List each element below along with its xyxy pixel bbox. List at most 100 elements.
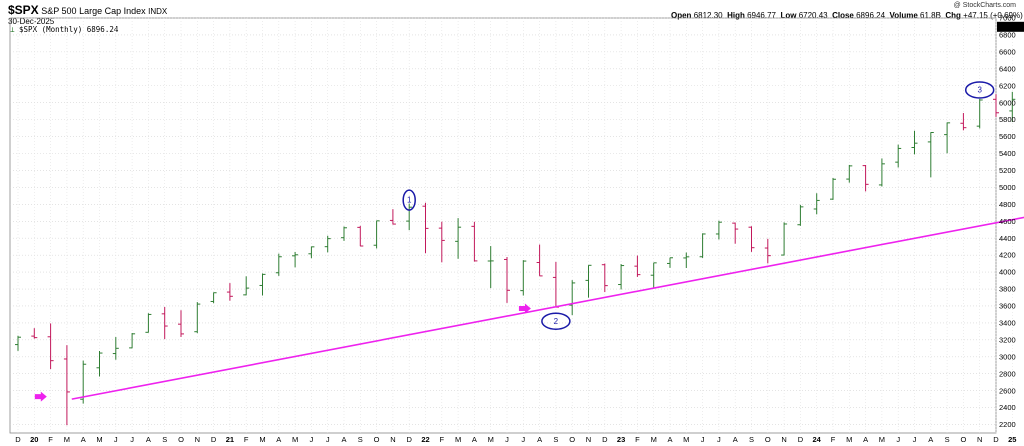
y-tick-label: 2200 <box>999 420 1016 429</box>
ohlc-bar <box>96 351 103 377</box>
y-tick-label: 4400 <box>999 234 1016 243</box>
exchange: INDX <box>148 7 168 16</box>
y-tick-label: 5400 <box>999 149 1016 158</box>
ohlc-bar <box>927 132 934 178</box>
ohlc-bar <box>243 276 250 296</box>
ohlc-bar <box>324 235 331 253</box>
ohlc-bar <box>895 144 902 168</box>
y-tick-label: 4800 <box>999 200 1016 209</box>
wave-number: 3 <box>977 86 982 95</box>
ohlc-bar <box>552 261 559 308</box>
x-tick-label: A <box>863 435 868 444</box>
ohlc-bar <box>422 202 429 254</box>
ohlc-bar <box>341 226 347 241</box>
y-tick-label: 2400 <box>999 403 1016 412</box>
last-price-box <box>997 21 1024 32</box>
ohlc-bar <box>683 252 690 269</box>
open-label: Open <box>671 11 692 20</box>
ohlc-bar <box>618 264 625 290</box>
ohlc-bar <box>178 310 184 337</box>
x-tick-label: O <box>765 435 771 444</box>
ohlc-bar <box>797 204 804 226</box>
ohlc-bar <box>911 130 918 155</box>
x-tick-label: O <box>960 435 966 444</box>
ohlc-bar <box>455 218 462 259</box>
ohlc-bar <box>878 158 885 187</box>
ohlc-bar <box>993 94 999 117</box>
ohlc-bar <box>650 262 657 289</box>
x-tick-label: N <box>390 435 395 444</box>
y-tick-label: 6800 <box>999 31 1016 40</box>
x-tick-label: J <box>505 435 509 444</box>
ohlc-bar <box>732 222 739 244</box>
plot-frame <box>9 17 997 434</box>
wave-circle <box>964 81 995 99</box>
ohlc-bar <box>259 273 266 296</box>
x-tick-label: D <box>798 435 804 444</box>
ohlc-bar <box>210 292 217 304</box>
ohlc-bar <box>63 345 70 426</box>
x-tick-label: O <box>178 435 184 444</box>
y-tick-label: 3000 <box>999 352 1016 361</box>
ohlc-bar <box>944 122 951 154</box>
ohlc-bar <box>194 302 201 334</box>
wave-circle <box>402 189 416 211</box>
arrow-right-icon <box>34 391 47 402</box>
ohlc-bar <box>667 257 673 268</box>
ohlc-bar <box>47 323 54 370</box>
y-tick-label: 5200 <box>999 166 1016 175</box>
ohlc-bar <box>15 335 21 351</box>
x-tick-label: D <box>406 435 412 444</box>
trendline-layer <box>71 216 1024 400</box>
ohlc-bar <box>781 222 788 256</box>
chg-label: Chg <box>945 11 961 20</box>
x-tick-label: A <box>81 435 86 444</box>
x-tick-label: N <box>977 435 982 444</box>
x-tick-label: 20 <box>30 435 38 444</box>
volume-label: Volume <box>889 11 918 20</box>
x-tick-label: 21 <box>226 435 234 444</box>
ohlc-bar <box>748 226 755 252</box>
y-tick-label: 4200 <box>999 251 1016 260</box>
ohlc-bar <box>112 337 119 360</box>
x-tick-label: O <box>374 435 380 444</box>
open-value: 6812.30 <box>693 11 723 20</box>
y-axis: 2200 2400 2600 2800 3000 3200 3400 3600 3800 4000… <box>997 14 1024 429</box>
legend-series-icon: ⊥ <box>10 25 15 34</box>
x-tick-label: N <box>195 435 200 444</box>
x-tick-label: A <box>341 435 346 444</box>
ohlc-bar <box>813 193 820 215</box>
trendline <box>71 216 1024 400</box>
y-tick-label: 4600 <box>999 217 1016 226</box>
y-tick-label: 5600 <box>999 132 1016 141</box>
close-label: Close <box>832 11 854 20</box>
y-tick-label: 2800 <box>999 369 1016 378</box>
high-label: High <box>727 11 745 20</box>
x-tick-label: N <box>586 435 591 444</box>
symbol: $SPX <box>8 3 39 17</box>
low-label: Low <box>780 11 797 20</box>
ohlc-bar <box>960 113 967 131</box>
x-tick-label: A <box>276 435 281 444</box>
x-tick-label: 25 <box>1008 435 1016 444</box>
ohlc-bar <box>487 246 494 289</box>
ohlc-bars <box>15 91 1016 426</box>
x-tick-label: J <box>130 435 134 444</box>
x-axis: D 20 F M A M J J A S O N D 21 F M A M J J A S O N D 22 F M A M J J A S O N D… <box>15 435 1016 444</box>
y-tick-label: 6400 <box>999 64 1016 73</box>
x-tick-label: A <box>537 435 542 444</box>
high-value: 6946.77 <box>747 11 776 20</box>
wave-circle <box>541 312 571 330</box>
x-tick-label: 24 <box>813 435 822 444</box>
ohlc-bar <box>226 283 233 301</box>
x-tick-label: 23 <box>617 435 625 444</box>
ohlc-bar <box>308 246 315 259</box>
ohlc-bar <box>129 333 136 349</box>
x-tick-label: D <box>15 435 21 444</box>
quote-line: Open 6812.30 High 6946.77 Low 6720.43 Cl… <box>671 11 1023 20</box>
ohlc-bar <box>585 264 592 298</box>
index-name: S&P 500 Large Cap Index <box>41 6 146 16</box>
ohlc-bar <box>406 203 413 231</box>
x-tick-label: A <box>667 435 672 444</box>
y-tick-label: 5000 <box>999 183 1016 192</box>
